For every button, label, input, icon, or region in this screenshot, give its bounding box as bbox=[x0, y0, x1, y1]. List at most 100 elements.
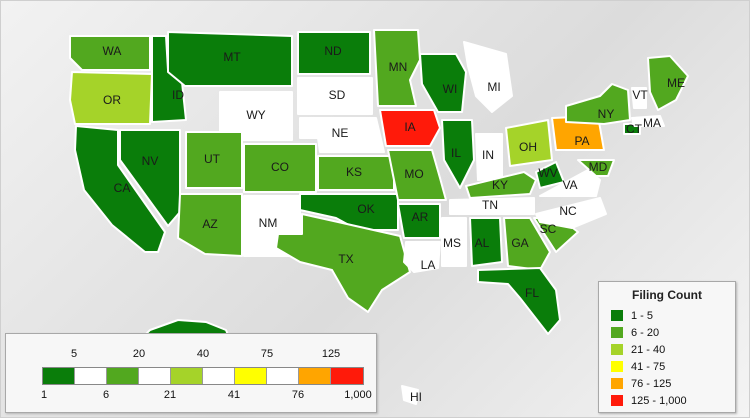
state-CO[interactable] bbox=[243, 143, 317, 193]
state-label-GA: GA bbox=[511, 236, 528, 250]
state-IA[interactable] bbox=[379, 109, 441, 147]
state-label-WA: WA bbox=[103, 44, 122, 58]
state-label-WV: WV bbox=[538, 166, 557, 180]
state-NC[interactable] bbox=[535, 197, 607, 229]
state-label-MO: MO bbox=[404, 167, 423, 181]
legend-label: 41 - 75 bbox=[631, 360, 666, 373]
state-TX[interactable] bbox=[275, 213, 411, 313]
state-WY[interactable] bbox=[219, 91, 293, 141]
state-label-NE: NE bbox=[332, 126, 349, 140]
scale-segment bbox=[331, 368, 363, 384]
state-label-OK: OK bbox=[357, 202, 374, 216]
state-ME[interactable] bbox=[647, 55, 689, 111]
state-AL[interactable] bbox=[469, 217, 503, 267]
state-label-MA: MA bbox=[643, 116, 661, 130]
state-label-SC: SC bbox=[540, 222, 557, 236]
scale-segment bbox=[267, 368, 299, 384]
state-label-MN: MN bbox=[389, 60, 408, 74]
state-label-IN: IN bbox=[482, 148, 494, 162]
state-WA[interactable] bbox=[69, 35, 151, 71]
state-MD[interactable] bbox=[577, 159, 615, 177]
state-LA[interactable] bbox=[403, 241, 441, 273]
color-scale: 5 20 40 75 125 1 6 21 41 76 1,000 bbox=[5, 333, 377, 413]
state-label-ME: ME bbox=[667, 76, 685, 90]
state-AR[interactable] bbox=[397, 203, 441, 239]
state-NV[interactable] bbox=[119, 129, 181, 227]
state-WV[interactable] bbox=[535, 161, 565, 189]
state-OR[interactable] bbox=[69, 71, 153, 125]
scale-segment bbox=[299, 368, 331, 384]
state-label-TN: TN bbox=[482, 198, 498, 212]
state-label-MS: MS bbox=[443, 236, 461, 250]
legend-item: 41 - 75 bbox=[599, 358, 735, 375]
state-MA[interactable] bbox=[631, 115, 665, 127]
state-label-LA: LA bbox=[421, 258, 436, 272]
state-ND[interactable] bbox=[297, 31, 371, 75]
state-label-MI: MI bbox=[487, 80, 500, 94]
state-label-MD: MD bbox=[589, 160, 608, 174]
state-label-TX: TX bbox=[338, 252, 353, 266]
state-label-PA: PA bbox=[574, 134, 589, 148]
state-VT[interactable] bbox=[631, 87, 647, 109]
state-KY[interactable] bbox=[465, 171, 537, 199]
state-SD[interactable] bbox=[297, 77, 373, 115]
state-MT[interactable] bbox=[167, 31, 293, 87]
state-IL[interactable] bbox=[441, 119, 475, 189]
scale-bar bbox=[42, 367, 364, 385]
state-label-UT: UT bbox=[204, 152, 221, 166]
legend-swatch bbox=[611, 310, 623, 321]
legend-item: 21 - 40 bbox=[599, 341, 735, 358]
legend-swatch bbox=[611, 327, 623, 338]
state-GA[interactable] bbox=[503, 217, 551, 271]
legend-label: 76 - 125 bbox=[631, 377, 672, 390]
state-MI[interactable] bbox=[463, 41, 513, 113]
scale-segment bbox=[139, 368, 171, 384]
legend-title: Filing Count bbox=[632, 288, 702, 302]
state-label-FL: FL bbox=[525, 286, 539, 300]
scale-top-tick: 125 bbox=[321, 348, 341, 360]
state-label-ID: ID bbox=[172, 88, 184, 102]
scale-top-tick: 5 bbox=[70, 348, 78, 360]
state-label-CO: CO bbox=[271, 160, 289, 174]
scale-segment bbox=[43, 368, 75, 384]
scale-bottom-tick: 41 bbox=[227, 389, 241, 401]
state-WI[interactable] bbox=[419, 53, 467, 113]
legend-item: 6 - 20 bbox=[599, 324, 735, 341]
state-NE[interactable] bbox=[299, 117, 385, 153]
state-MN[interactable] bbox=[373, 29, 421, 107]
legend-swatch bbox=[611, 378, 623, 389]
state-label-NV: NV bbox=[142, 154, 159, 168]
state-label-ND: ND bbox=[324, 44, 342, 58]
state-UT[interactable] bbox=[185, 131, 243, 189]
scale-segment bbox=[203, 368, 235, 384]
legend-label: 6 - 20 bbox=[631, 326, 660, 339]
state-NY[interactable] bbox=[565, 83, 631, 125]
scale-top-tick: 75 bbox=[260, 348, 274, 360]
state-label-CT: CT bbox=[626, 122, 643, 136]
legend-label: 21 - 40 bbox=[631, 343, 666, 356]
state-label-MT: MT bbox=[223, 50, 241, 64]
state-label-CA: CA bbox=[114, 181, 131, 195]
state-TN[interactable] bbox=[449, 197, 535, 215]
state-MO[interactable] bbox=[387, 149, 447, 201]
state-label-NM: NM bbox=[259, 216, 278, 230]
legend-item: 1 - 5 bbox=[599, 307, 735, 324]
state-KS[interactable] bbox=[317, 155, 395, 191]
state-VA[interactable] bbox=[539, 169, 601, 197]
state-HI[interactable] bbox=[401, 385, 419, 405]
state-OH[interactable] bbox=[505, 119, 553, 167]
legend-swatch bbox=[611, 344, 623, 355]
scale-top-tick: 40 bbox=[196, 348, 210, 360]
state-CA[interactable] bbox=[74, 125, 166, 253]
legend-swatch bbox=[611, 395, 623, 406]
state-label-IL: IL bbox=[451, 146, 461, 160]
state-AZ[interactable] bbox=[177, 193, 243, 257]
scale-bottom-tick: 1,000 bbox=[344, 389, 372, 401]
scale-bottom-tick: 1 bbox=[40, 389, 48, 401]
state-MS[interactable] bbox=[441, 217, 467, 267]
state-FL[interactable] bbox=[477, 267, 561, 335]
state-label-KY: KY bbox=[492, 178, 508, 192]
filing-count-legend: Filing Count 1 - 5 6 - 20 21 - 40 41 - 75 76… bbox=[598, 281, 736, 413]
state-label-NC: NC bbox=[559, 204, 577, 218]
